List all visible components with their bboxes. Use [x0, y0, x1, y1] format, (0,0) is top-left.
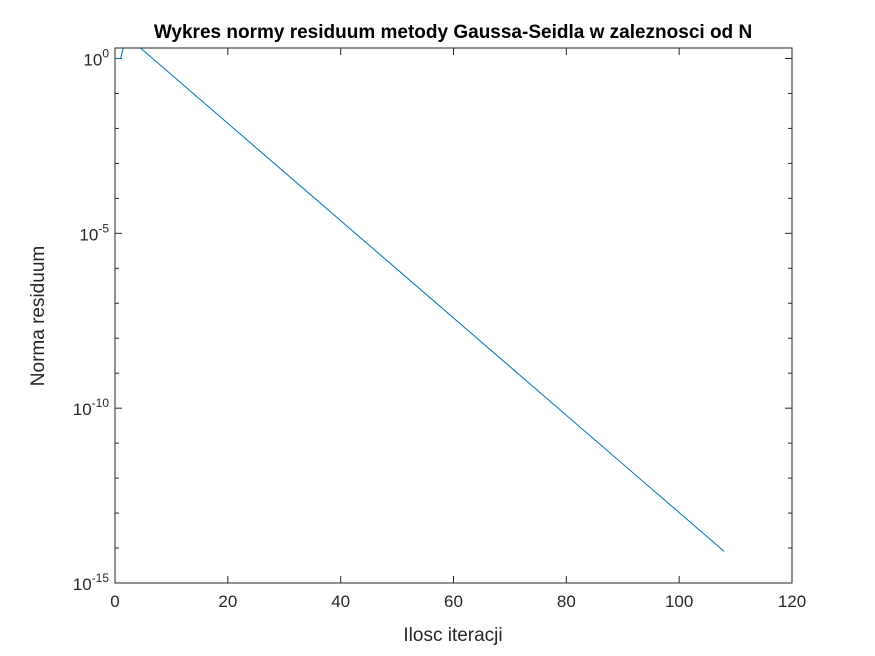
y-tick-label: 10-5	[79, 221, 109, 244]
series-layer	[115, 48, 725, 552]
plot-area-frame	[114, 47, 793, 584]
x-tick-label: 120	[778, 592, 806, 611]
y-tick-label: 10-15	[73, 571, 110, 594]
y-tick-label: 10-10	[73, 396, 110, 419]
y-tick-label: 100	[83, 46, 109, 69]
x-tick-label: 40	[331, 592, 350, 611]
x-tick-label: 20	[218, 592, 237, 611]
chart-title: Wykres normy residuum metody Gaussa-Seid…	[154, 22, 752, 43]
x-tick-label: 80	[557, 592, 576, 611]
x-tick-label: 100	[665, 592, 693, 611]
tick-labels-layer: 0 20 40 60 80 100 120 100 10-5 10-10 10-15	[73, 46, 806, 611]
x-axis-title: Ilosc iteracji	[403, 625, 502, 646]
x-tick-label: 60	[444, 592, 463, 611]
y-axis-title: Norma residuum	[28, 246, 49, 386]
residual-norm-line	[115, 48, 725, 552]
x-tick-label: 0	[110, 592, 119, 611]
